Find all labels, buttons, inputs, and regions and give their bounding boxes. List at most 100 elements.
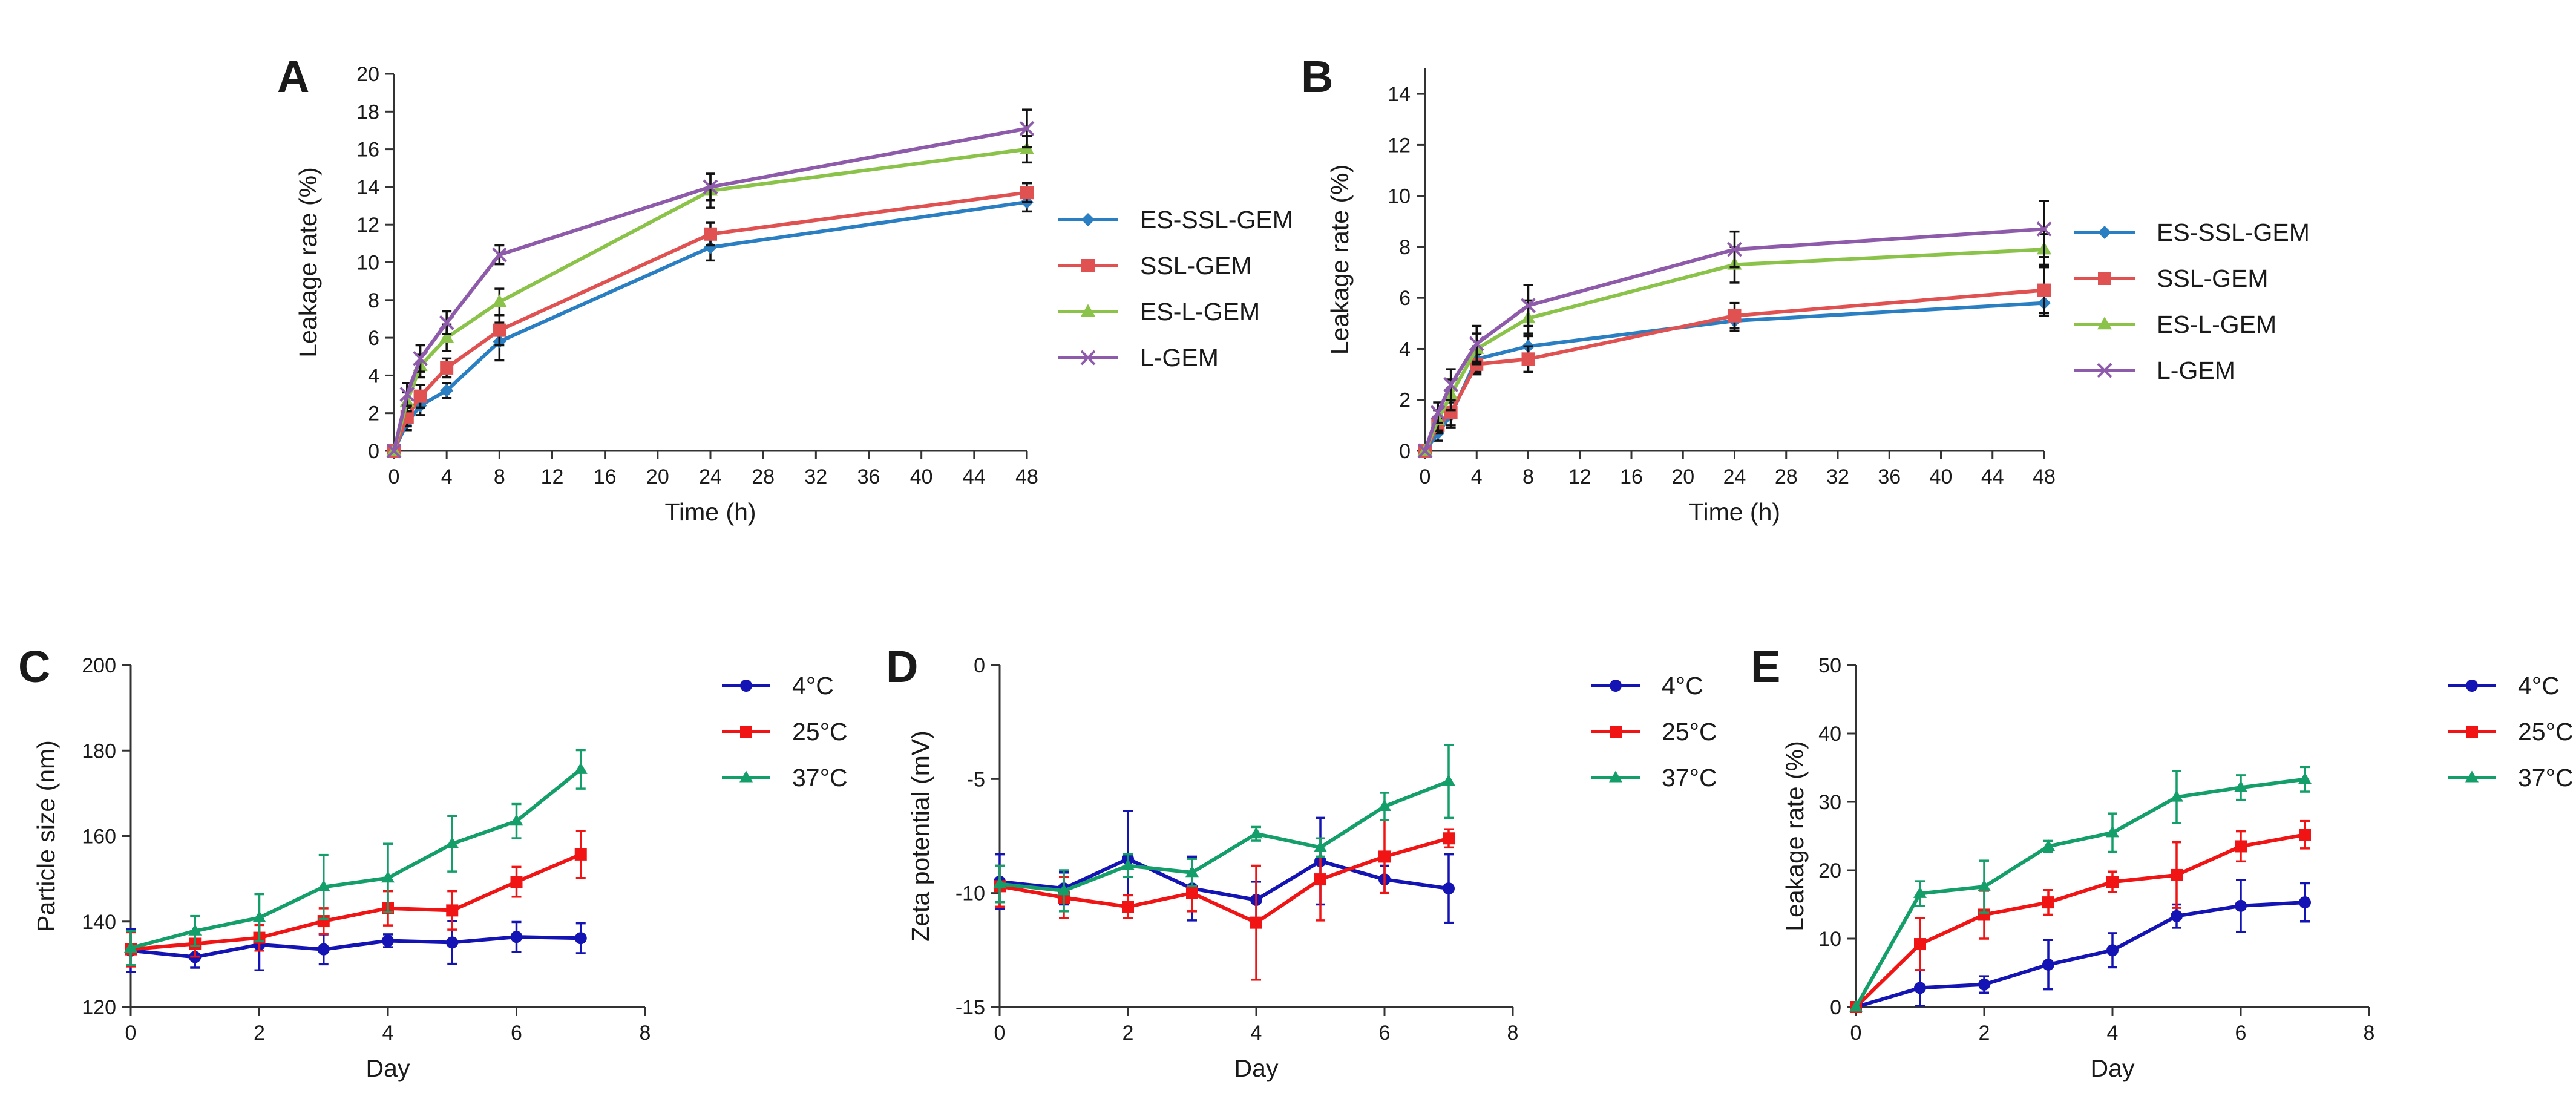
series-line — [999, 779, 1450, 893]
legend-label: 37°C — [792, 764, 848, 792]
data-point — [1378, 799, 1391, 812]
data-point — [440, 384, 454, 398]
data-point — [1978, 978, 1990, 991]
data-point — [2299, 896, 2311, 909]
series-line — [130, 767, 582, 950]
data-point — [574, 932, 587, 945]
legend-marker — [2097, 363, 2112, 378]
panel-d: D 0 2 4 6 8 -15 -10 -5 0 Day Zeta potential (mV) 4°C… — [886, 642, 1717, 1082]
data-point — [1057, 884, 1070, 896]
data-point — [1914, 938, 1926, 951]
y-tick-label: 6 — [1399, 287, 1411, 310]
legend-marker — [2465, 770, 2479, 783]
x-tick-label: 40 — [1930, 465, 1953, 488]
y-tick-label: 0 — [1399, 440, 1411, 463]
legend-entry: 37°C — [2448, 764, 2574, 792]
x-tick-label: 12 — [541, 465, 564, 488]
x-tick-label: 32 — [804, 465, 827, 488]
data-point — [1314, 840, 1327, 852]
data-point — [440, 361, 454, 375]
data-point — [1443, 377, 1459, 392]
x-tick-label: 36 — [857, 465, 880, 488]
panel-b: B0 4 8 12 16 20 24 28 32 36 40 44 4802468101214Time … — [1301, 51, 2310, 526]
x-tick-label: 28 — [752, 465, 775, 488]
data-point — [1417, 443, 1433, 459]
y-tick-label: 200 — [82, 654, 116, 677]
data-point — [445, 836, 459, 848]
legend-label: SSL-GEM — [2157, 264, 2269, 292]
y-tick-label: 10 — [1388, 185, 1411, 208]
data-point — [1978, 879, 1991, 891]
data-point — [704, 227, 717, 241]
data-point — [446, 936, 459, 949]
y-tick-label: 14 — [1388, 83, 1411, 106]
legend-label: 37°C — [1662, 764, 1717, 792]
legend-marker — [740, 680, 752, 692]
legend-entry: SSL-GEM — [2074, 264, 2269, 292]
series-line — [1854, 777, 2306, 1008]
x-tick-label: 44 — [1981, 465, 2004, 488]
y-axis-title: Leakage rate (%) — [1326, 165, 1354, 355]
y-tick-label: 2 — [368, 402, 379, 425]
legend-entry: L-GEM — [1058, 344, 1219, 372]
x-tick-label: 6 — [1379, 1022, 1391, 1045]
x-tick-label: 8 — [1522, 465, 1534, 488]
y-axis-title: Leakage rate (%) — [1781, 741, 1809, 931]
legend-label: L-GEM — [2157, 356, 2235, 384]
legend-label: L-GEM — [1140, 344, 1219, 372]
legend-marker — [1609, 770, 1622, 783]
legend-marker — [1080, 350, 1096, 366]
x-tick-label: 12 — [1568, 465, 1591, 488]
data-point — [1121, 858, 1135, 870]
legend-entry: 37°C — [1591, 764, 1717, 792]
legend-entry: L-GEM — [2074, 356, 2235, 384]
x-tick-label: 36 — [1878, 465, 1901, 488]
legend-label: ES-L-GEM — [1140, 298, 1260, 326]
x-tick-label: 6 — [511, 1022, 522, 1045]
data-point — [2298, 772, 2312, 784]
data-point — [381, 871, 395, 883]
data-point — [382, 934, 394, 947]
x-tick-label: 48 — [2033, 465, 2056, 488]
series-line — [1854, 833, 2306, 1009]
y-tick-label: 8 — [368, 289, 379, 312]
x-tick-label: 0 — [125, 1022, 137, 1045]
data-point — [1430, 405, 1446, 421]
x-axis-title: Day — [366, 1054, 410, 1082]
data-point — [2042, 958, 2054, 971]
data-point — [704, 240, 717, 254]
panel-a: A0 4 8 12 16 20 24 28 32 36 40 44 480246810121416182… — [277, 51, 1293, 526]
y-tick-label: -15 — [955, 996, 985, 1019]
x-tick-label: 2 — [254, 1022, 265, 1045]
x-tick-label: 2 — [1122, 1022, 1134, 1045]
x-axis-title: Time (h) — [664, 498, 756, 526]
panel-letter: E — [1751, 642, 1780, 692]
data-point — [399, 387, 415, 402]
data-point — [993, 877, 1006, 889]
x-tick-label: 8 — [1507, 1022, 1519, 1045]
x-tick-label: 0 — [388, 465, 400, 488]
x-tick-label: 20 — [1671, 465, 1694, 488]
y-tick-label: 140 — [82, 911, 116, 934]
data-point — [1443, 832, 1455, 845]
data-point — [1914, 982, 1926, 994]
legend-entry: ES-L-GEM — [2074, 310, 2276, 338]
series-line — [1855, 901, 2306, 1009]
data-point — [1521, 298, 1536, 313]
data-point — [491, 247, 507, 263]
data-point — [1469, 336, 1484, 352]
x-tick-label: 0 — [1420, 465, 1431, 488]
y-tick-label: 10 — [356, 252, 379, 275]
data-point — [1185, 865, 1199, 878]
data-point — [317, 943, 330, 956]
data-point — [1250, 827, 1263, 839]
data-point — [574, 848, 587, 861]
x-tick-label: 20 — [646, 465, 669, 488]
data-point — [510, 876, 523, 888]
series-l-gem — [1417, 200, 2052, 459]
data-point — [439, 315, 454, 330]
legend-label: 25°C — [792, 718, 848, 746]
x-tick-label: 48 — [1015, 465, 1038, 488]
x-tick-label: 4 — [1251, 1022, 1262, 1045]
data-point — [1122, 901, 1134, 913]
